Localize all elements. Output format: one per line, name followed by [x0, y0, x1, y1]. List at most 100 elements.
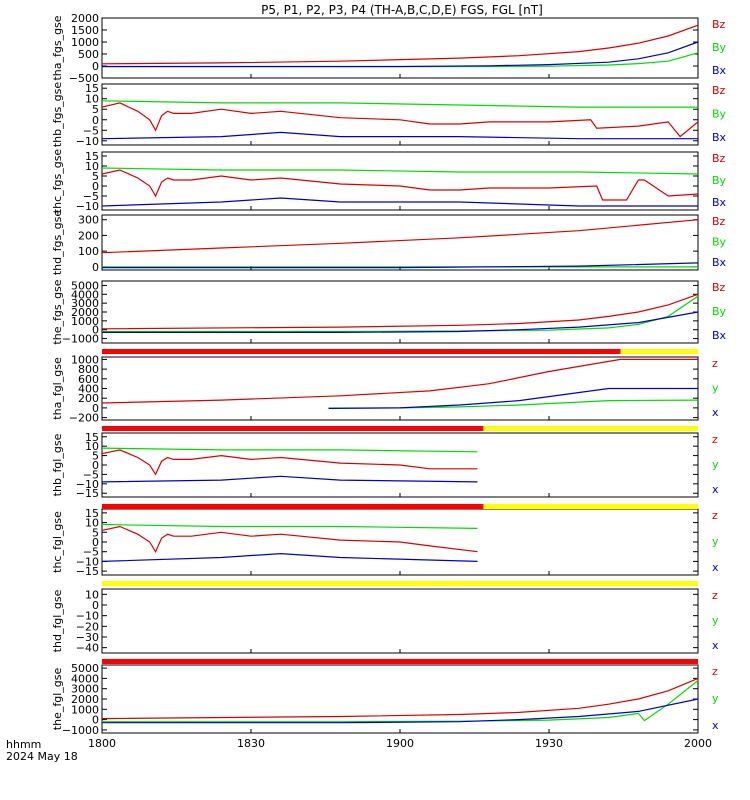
- legend-Bz: Bz: [712, 18, 726, 31]
- y-tick-label: 200: [78, 229, 99, 242]
- panel-frame: [101, 151, 699, 211]
- legend-z: z: [712, 433, 718, 446]
- status-segment: [620, 349, 698, 354]
- series-line-z: [101, 358, 698, 404]
- status-bar: [102, 581, 698, 586]
- y-tick-label: 2000: [71, 306, 99, 319]
- legend-By: By: [712, 174, 727, 187]
- y-tick-label: 0: [92, 324, 99, 337]
- y-tick-label: −15: [76, 487, 99, 500]
- legend-Bx: Bx: [712, 329, 727, 342]
- series-line-x: [101, 552, 478, 562]
- y-axis-label: thc_fgs_gse: [51, 149, 64, 214]
- y-tick-label: −10: [76, 478, 99, 491]
- series-line-x: [101, 475, 478, 483]
- y-tick-label: 600: [78, 373, 99, 386]
- series-line-x: [102, 698, 699, 724]
- series-line-Bz: [101, 169, 699, 201]
- series-line-y: [102, 680, 699, 723]
- y-tick-label: 1000: [71, 703, 99, 716]
- y-axis-label: tha_fgl_gse: [51, 357, 64, 420]
- status-segment: [102, 504, 484, 509]
- y-tick-label: 100: [78, 245, 99, 258]
- series-line-Bz: [101, 24, 699, 65]
- series-line-By: [101, 167, 699, 175]
- y-tick-label: 0: [92, 714, 99, 727]
- y-tick-label: 300: [78, 214, 99, 227]
- y-tick-label: 10: [85, 160, 99, 173]
- x-tick-label: 1830: [237, 737, 265, 750]
- legend-By: By: [712, 41, 727, 54]
- status-segment: [102, 581, 698, 586]
- x-tick-label: 1800: [88, 737, 116, 750]
- y-tick-label: 15: [85, 82, 99, 95]
- y-tick-label: 10: [85, 93, 99, 106]
- status-segment: [483, 504, 698, 509]
- y-tick-label: 0: [92, 180, 99, 193]
- y-tick-label: 500: [78, 48, 99, 61]
- y-axis-label: thc_fgl_gse: [51, 511, 64, 573]
- legend-Bz: Bz: [712, 281, 726, 294]
- y-tick-label: 1000: [71, 353, 99, 366]
- panel-frame: [101, 280, 699, 344]
- y-tick-label: 800: [78, 363, 99, 376]
- y-tick-label: 0: [92, 402, 99, 415]
- y-tick-label: 0: [92, 60, 99, 73]
- y-tick-label: −5: [83, 546, 99, 559]
- y-tick-label: 2000: [71, 693, 99, 706]
- y-tick-label: 5: [92, 450, 99, 463]
- y-tick-label: 0: [92, 459, 99, 472]
- y-tick-label: 0: [92, 261, 99, 274]
- status-bar: [102, 426, 698, 431]
- series-line-Bx: [101, 131, 698, 140]
- y-tick-label: 4000: [71, 288, 99, 301]
- y-tick-label: −1000: [62, 724, 99, 737]
- series-line-Bx: [102, 41, 699, 68]
- y-axis-label: thd_fgs_gse: [51, 210, 64, 276]
- y-axis-label: the_fgl_gse: [51, 668, 64, 731]
- legend-x: x: [712, 561, 719, 574]
- y-tick-label: −15: [76, 565, 99, 578]
- status-segment: [102, 426, 484, 431]
- y-tick-label: −500: [69, 72, 99, 85]
- legend-Bx: Bx: [712, 64, 727, 77]
- status-segment: [483, 426, 698, 431]
- y-tick-label: −200: [69, 412, 99, 425]
- y-tick-label: 5: [92, 170, 99, 183]
- series-line-Bx: [102, 311, 699, 333]
- legend-z: z: [712, 589, 718, 602]
- y-tick-label: 5: [92, 526, 99, 539]
- series-line-y: [101, 447, 478, 453]
- y-axis-label: tha_fgs_gse: [51, 15, 64, 80]
- status-bar: [102, 659, 698, 664]
- series-line-By: [101, 100, 698, 108]
- y-tick-label: 0: [92, 599, 99, 612]
- legend-y: y: [712, 458, 719, 471]
- legend-z: z: [712, 665, 718, 678]
- series-line-z: [101, 525, 478, 553]
- y-tick-label: −20: [76, 620, 99, 633]
- y-tick-label: −30: [76, 631, 99, 644]
- y-axis-label: the_fgs_gse: [51, 279, 64, 344]
- y-tick-label: 1000: [71, 36, 99, 49]
- status-segment: [102, 349, 621, 354]
- y-tick-label: −10: [76, 555, 99, 568]
- legend-y: y: [712, 692, 719, 705]
- y-tick-label: 4000: [71, 672, 99, 685]
- time-format-label: hhmm: [6, 738, 41, 751]
- y-tick-label: 400: [78, 383, 99, 396]
- x-tick-label: 1930: [535, 737, 563, 750]
- legend-y: y: [712, 382, 719, 395]
- legend-Bz: Bz: [712, 215, 726, 228]
- y-tick-label: 10: [85, 517, 99, 530]
- y-tick-label: 15: [85, 150, 99, 163]
- status-bar: [102, 504, 698, 509]
